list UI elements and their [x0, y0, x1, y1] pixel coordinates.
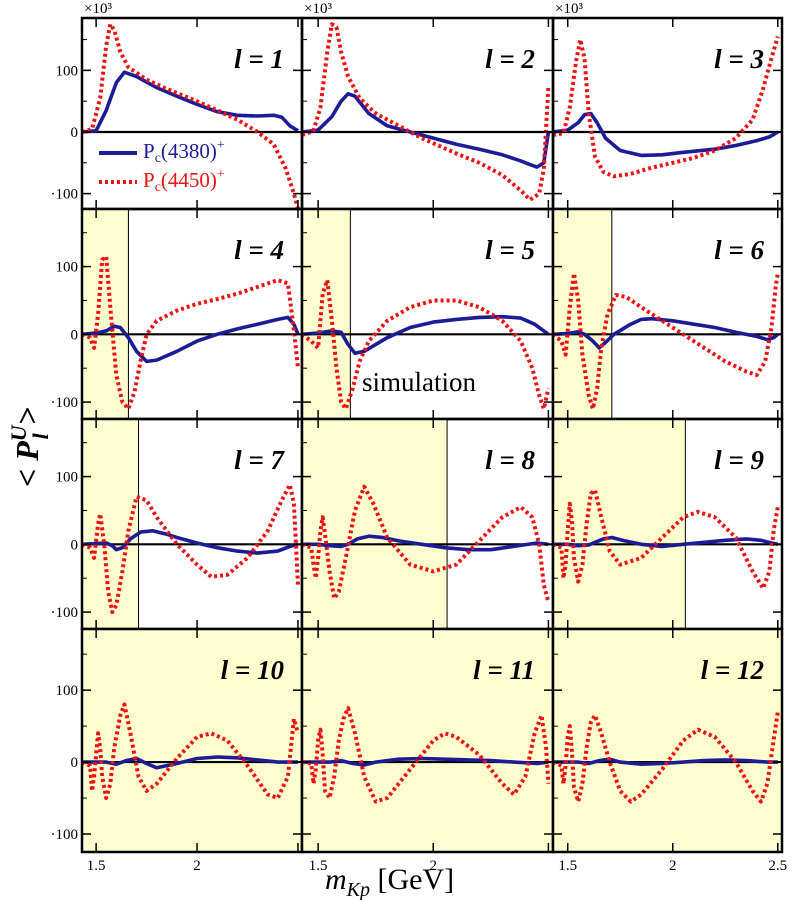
y-tick-label: 100 — [56, 260, 79, 276]
simulation-annotation: simulation — [362, 367, 476, 397]
panel-label: l = 7 — [234, 445, 285, 475]
series-pc4450-line — [82, 254, 300, 411]
series-pc4380-line — [302, 314, 550, 356]
panel-curves — [553, 271, 780, 411]
panel-5: l = 5 — [300, 207, 555, 421]
panel-curves — [82, 702, 300, 800]
series-pc4450-line — [553, 35, 780, 179]
panel-label: l = 2 — [485, 44, 535, 74]
y-tick-label: 0 — [71, 327, 79, 343]
panel-9: l = 9 — [551, 417, 784, 631]
series-pc4450-line — [82, 702, 300, 800]
panel-2: l = 2 — [300, 16, 555, 211]
panel-curves — [82, 22, 300, 209]
series-pc4380-line — [82, 315, 300, 364]
series-pc4450-line — [553, 488, 780, 591]
y-tick-label: ·100 — [51, 395, 79, 411]
x-axis-label: mKp [GeV] — [325, 863, 454, 900]
panel-label: l = 3 — [714, 44, 764, 74]
panel-3: l = 3 — [551, 16, 784, 211]
shaded-region — [302, 629, 553, 852]
x-tick-label: 2 — [193, 858, 201, 874]
y-tick-label: ·100 — [51, 605, 79, 621]
series-pc4450-line — [82, 22, 300, 209]
series-pc4380-line — [302, 756, 549, 767]
panel-label: l = 4 — [234, 235, 284, 265]
panel-curves — [553, 488, 780, 591]
panel-label: l = 5 — [485, 235, 535, 265]
legend-pc4380-label: Pc(4380)+ — [143, 138, 225, 166]
panel-curves — [553, 35, 780, 179]
panel-label: l = 10 — [221, 655, 285, 685]
panel-8: l = 8 — [300, 417, 555, 631]
y-exponent-label: ×10³ — [84, 1, 112, 17]
panel-curves — [302, 22, 551, 202]
panel-4: l = 4 — [80, 207, 304, 421]
series-pc4380-line — [553, 111, 779, 158]
panel-label: l = 1 — [234, 44, 284, 74]
series-pc4450-line — [302, 278, 551, 411]
panel-curves — [82, 254, 300, 411]
shaded-region — [82, 209, 129, 419]
shaded-region — [553, 209, 612, 419]
y-exponent-label: ×10³ — [304, 1, 332, 17]
panel-frame — [551, 627, 784, 854]
series-pc4450-line — [302, 484, 551, 603]
y-tick-label: 100 — [56, 63, 79, 79]
legend: Pc(4380)+Pc(4450)+ — [99, 138, 225, 195]
legend-pc4450-label: Pc(4450)+ — [143, 167, 225, 195]
panel-label: l = 9 — [714, 445, 764, 475]
y-tick-label: 0 — [71, 537, 79, 553]
series-pc4380-line — [82, 529, 299, 555]
panel-curves — [302, 278, 551, 411]
y-tick-label: 0 — [71, 125, 79, 141]
y-tick-label: ·100 — [51, 187, 79, 203]
shaded-region — [553, 629, 782, 852]
series-pc4380-line — [82, 755, 298, 770]
y-tick-label: 0 — [71, 755, 79, 771]
panel-12: l = 12 — [551, 627, 784, 854]
x-tick-label: 2 — [669, 858, 677, 874]
panel-curves — [302, 706, 551, 804]
shaded-region — [302, 209, 351, 419]
series-pc4450-line — [553, 711, 780, 804]
panel-7: l = 7 — [80, 417, 304, 631]
panel-11: l = 11 — [300, 627, 555, 854]
y-tick-label: ·100 — [51, 827, 79, 843]
shaded-region — [82, 629, 302, 852]
panel-label: l = 6 — [714, 235, 764, 265]
x-tick-label: 1.5 — [309, 858, 328, 874]
x-tick-label: 1.5 — [87, 858, 106, 874]
series-pc4450-line — [553, 271, 780, 411]
panel-curves — [302, 484, 551, 603]
shaded-region — [553, 419, 686, 629]
series-pc4450-line — [302, 22, 551, 202]
y-axis-label-text: < PUl > — [6, 407, 53, 487]
x-tick-label: 2.5 — [768, 858, 787, 874]
y-axis-label: < PUl > — [6, 407, 53, 487]
series-pc4380-line — [82, 70, 299, 134]
x-tick-label: 2 — [430, 858, 438, 874]
panel-label: l = 11 — [473, 655, 535, 685]
x-tick-label: 1.5 — [558, 858, 577, 874]
series-pc4450-line — [82, 482, 300, 615]
series-pc4380-line — [553, 316, 779, 350]
panel-6: l = 6 — [551, 207, 784, 421]
shaded-region — [302, 419, 448, 629]
panel-curves — [82, 482, 300, 615]
series-pc4380-line — [302, 92, 551, 169]
panel-10: l = 10 — [80, 627, 304, 854]
y-tick-label: 100 — [56, 470, 79, 486]
series-pc4380-line — [553, 757, 778, 766]
panel-curves — [553, 711, 780, 804]
y-exponent-label: ×10³ — [555, 1, 583, 17]
panel-label: l = 8 — [485, 445, 535, 475]
panel-label: l = 12 — [701, 655, 764, 685]
series-pc4450-line — [302, 706, 551, 804]
y-tick-label: 100 — [56, 683, 79, 699]
